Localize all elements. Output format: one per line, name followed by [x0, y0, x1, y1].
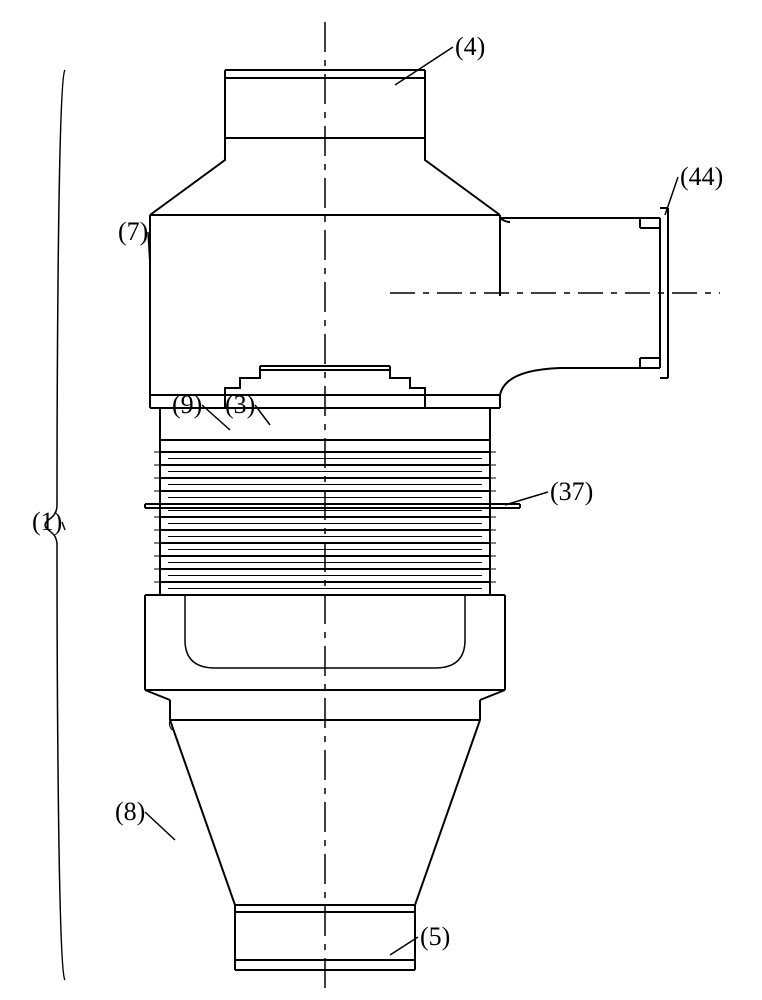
callout-label-7: (7): [118, 217, 148, 246]
callout-leader-37: [505, 492, 548, 505]
callout-label-4: (4): [455, 32, 485, 61]
callout-label-3: (3): [225, 390, 255, 419]
callout-leader-8: [145, 812, 175, 840]
callout-leader-1: [62, 522, 65, 530]
callout-leader-44: [665, 177, 678, 215]
callout-label-9: (9): [172, 390, 202, 419]
callout-label-8: (8): [115, 797, 145, 826]
engineering-diagram: (1) (4) (44) (7) (9) (3) (37) (8) (5): [0, 0, 762, 1000]
callout-label-1: (1): [32, 507, 62, 536]
callout-leader-5: [390, 937, 418, 955]
callout-label-5: (5): [420, 922, 450, 951]
callout-label-37: (37): [550, 477, 593, 506]
callout-label-44: (44): [680, 162, 723, 191]
